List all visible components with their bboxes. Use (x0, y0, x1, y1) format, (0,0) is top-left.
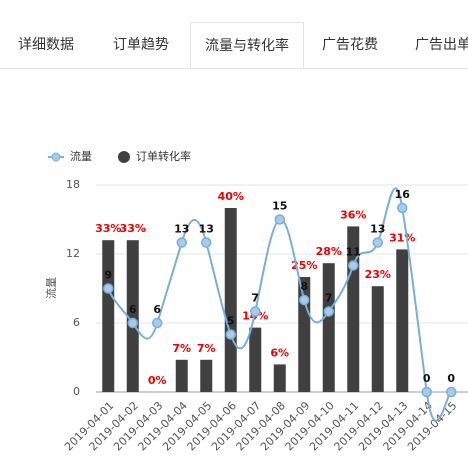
line-marker (250, 306, 261, 317)
data-label: 40% (218, 190, 244, 203)
tab[interactable]: 广告花费 (322, 37, 378, 53)
line-marker (201, 237, 212, 248)
y-tick-label: 12 (66, 247, 80, 260)
data-label: 13 (199, 223, 214, 236)
line-marker (274, 214, 285, 225)
data-label: 16 (395, 188, 411, 201)
line-marker (446, 386, 457, 398)
tab[interactable]: 订单趋势 (113, 37, 169, 53)
data-label: 9 (104, 269, 112, 282)
data-label: 6 (129, 303, 137, 316)
legend-marker (118, 151, 130, 163)
line-marker (127, 317, 138, 329)
data-label: 31% (389, 231, 415, 244)
legend-label: 订单转化率 (136, 149, 191, 163)
y-tick-label: 6 (73, 316, 80, 329)
data-label: 33% (120, 222, 146, 235)
data-label: 7% (197, 342, 216, 355)
line-marker (372, 237, 383, 248)
line-marker (323, 306, 334, 317)
y-tick-label: 18 (66, 178, 80, 191)
line-marker (421, 386, 432, 398)
data-label: 28% (316, 245, 342, 258)
line-marker (103, 283, 114, 294)
tab[interactable]: 流量与转化率 (190, 22, 304, 68)
line-marker (397, 202, 408, 214)
data-label: 7 (325, 292, 333, 305)
data-label: 0 (447, 372, 455, 385)
bar (371, 286, 384, 392)
legend-marker (51, 152, 61, 162)
data-label: 7% (172, 342, 191, 355)
data-label: 13 (174, 223, 189, 236)
bar (126, 240, 139, 392)
line-marker (348, 260, 359, 271)
bar (224, 208, 237, 392)
data-label: 33% (95, 222, 121, 235)
data-label: 15 (272, 200, 287, 213)
data-label: 23% (365, 268, 391, 281)
line-marker (152, 317, 163, 329)
data-label: 11 (346, 246, 361, 259)
data-label: 7 (251, 292, 259, 305)
line-marker (299, 294, 310, 306)
y-axis-label: 流量 (44, 277, 58, 299)
data-label: 36% (340, 208, 366, 221)
data-label: 6 (153, 303, 161, 316)
data-label: 8 (300, 280, 308, 293)
data-label: 0% (148, 374, 167, 387)
data-label: 5 (227, 315, 235, 328)
tab[interactable]: 详细数据 (18, 37, 74, 53)
bar (273, 364, 286, 392)
data-label: 6% (270, 346, 289, 359)
data-label: 13 (370, 223, 385, 236)
bar (249, 327, 262, 392)
line-marker (176, 237, 187, 248)
line (107, 187, 453, 422)
bar (175, 359, 188, 392)
tab[interactable]: 广告出单 (415, 37, 468, 53)
tab-bar: 详细数据 订单趋势 流量与转化率 广告花费 广告出单 (0, 0, 468, 69)
bar (200, 359, 213, 392)
legend-label: 流量 (70, 149, 92, 163)
line-marker (225, 329, 236, 340)
bar (396, 249, 409, 392)
bar (102, 240, 115, 392)
data-label: 0 (423, 372, 431, 385)
bar (322, 263, 335, 392)
y-tick-label: 0 (73, 385, 80, 398)
bar (298, 277, 311, 392)
